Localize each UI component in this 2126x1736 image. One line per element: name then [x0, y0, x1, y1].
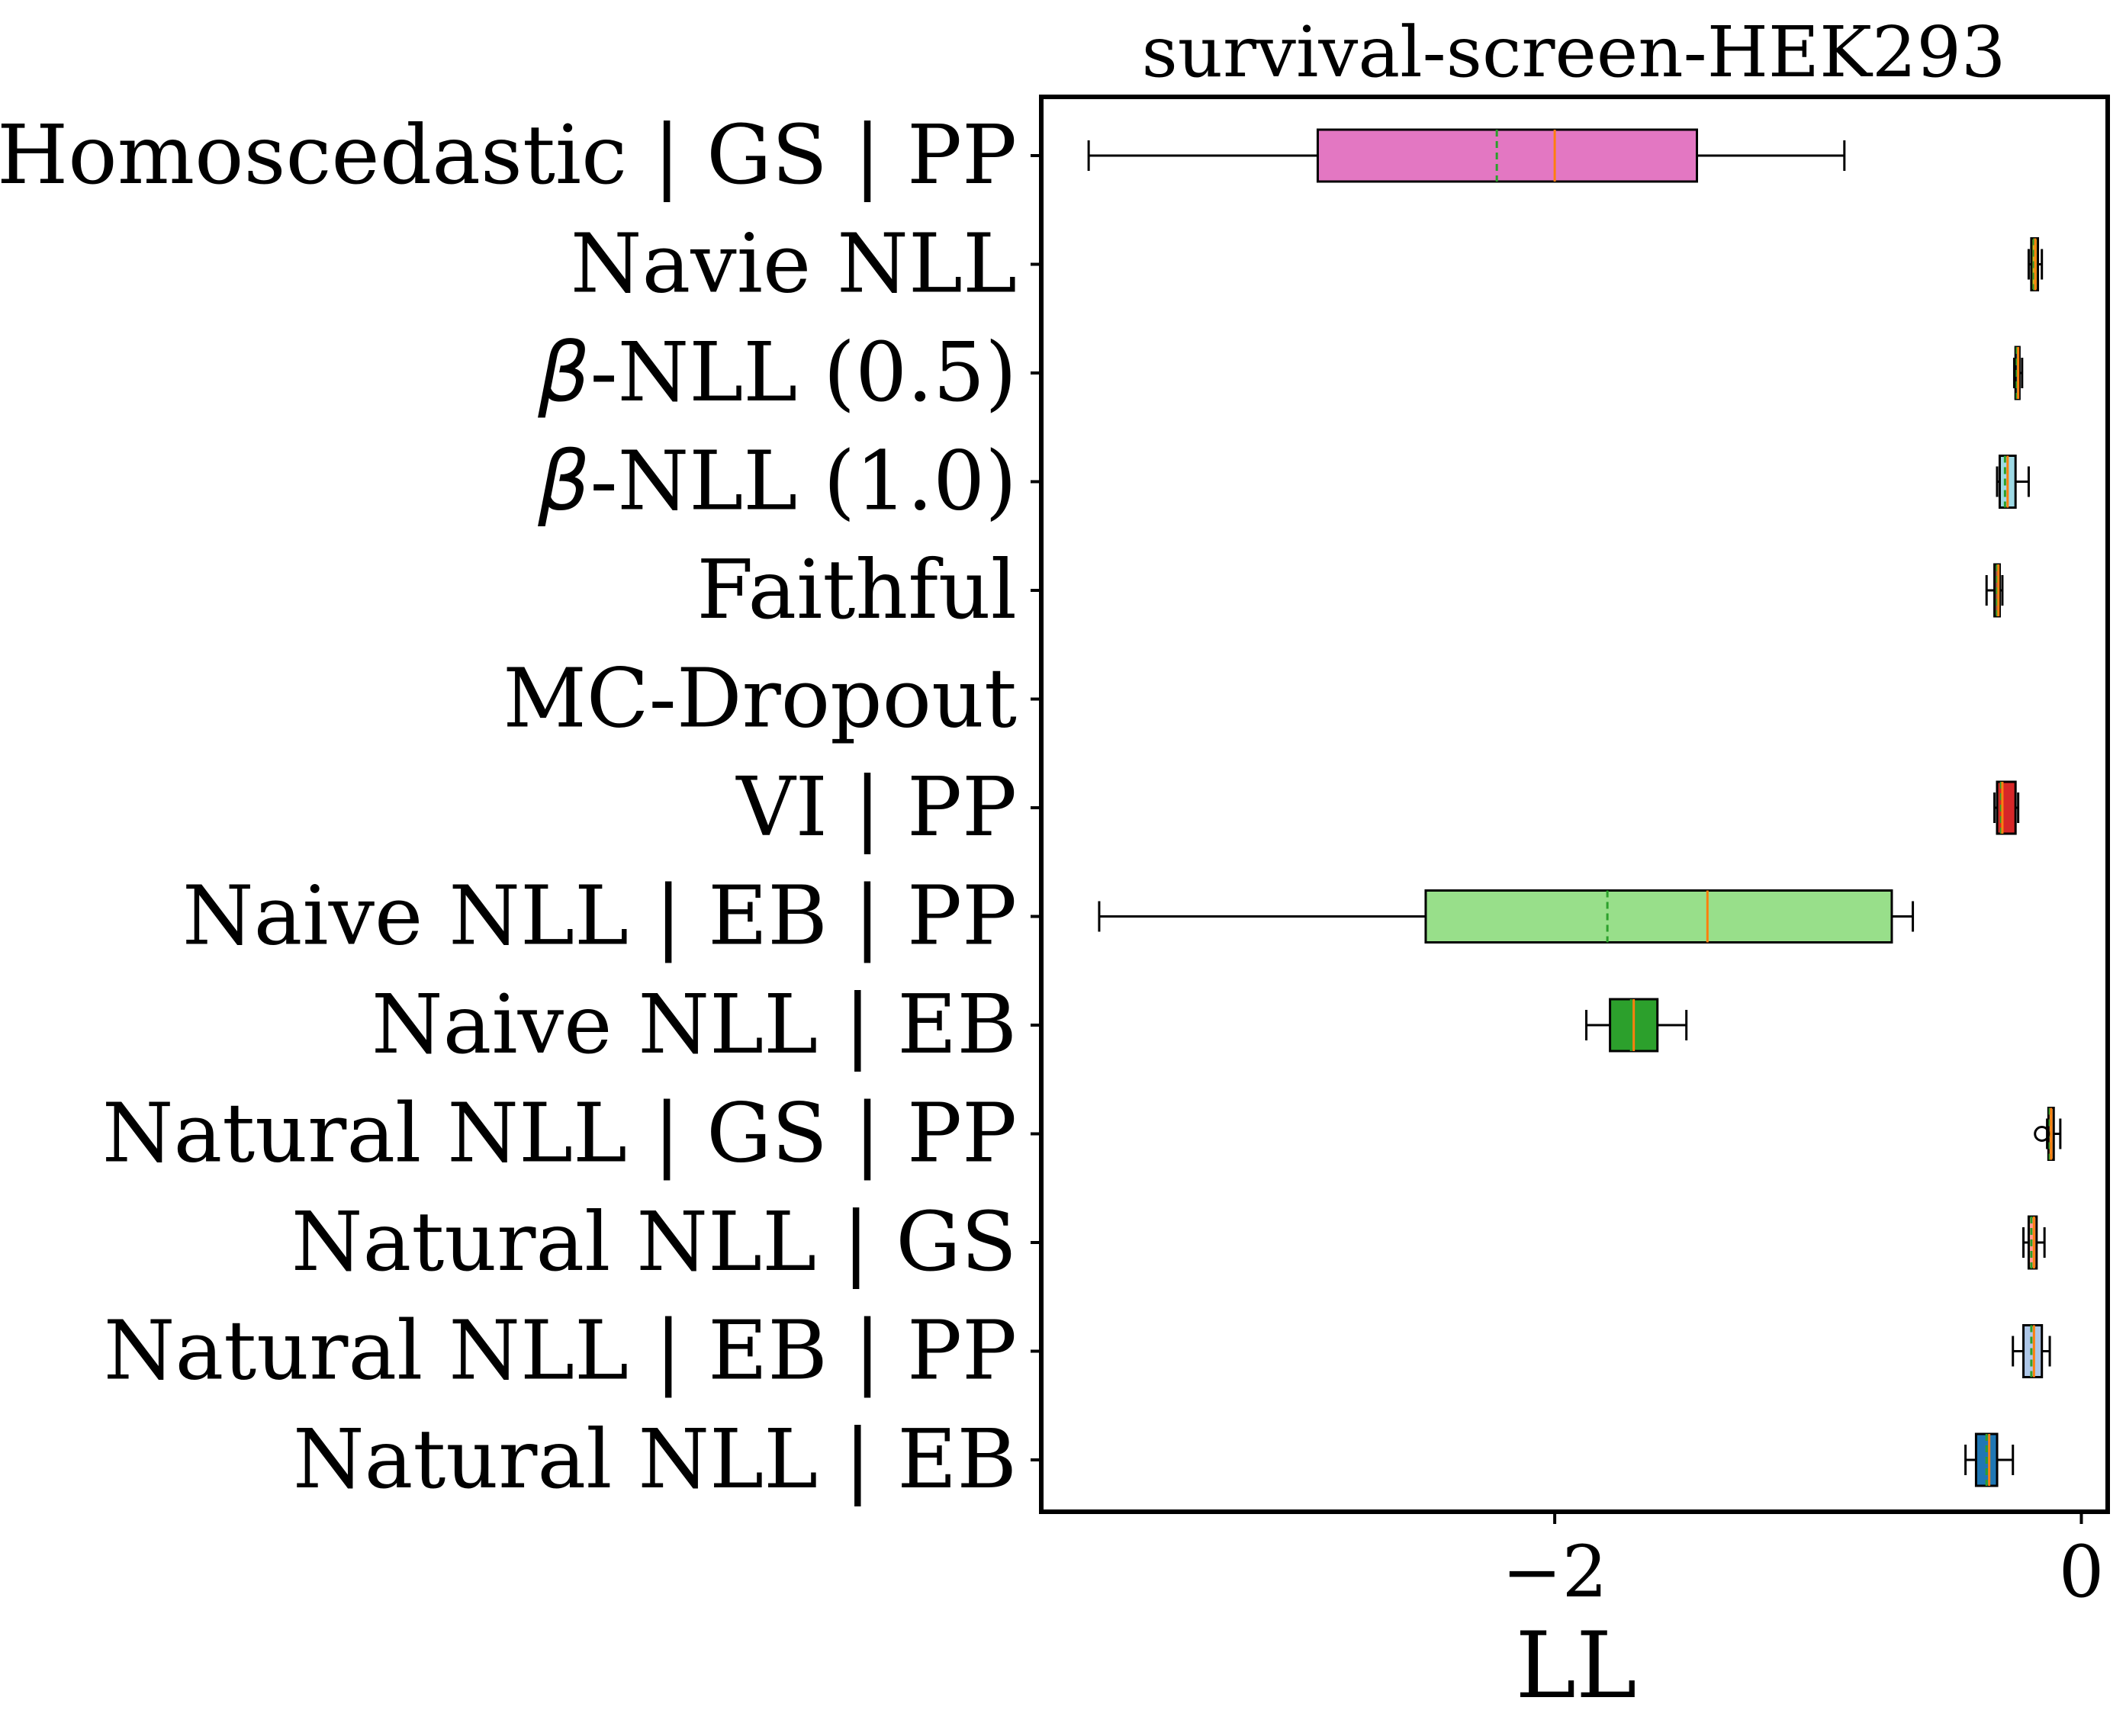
x-tick-label: −2: [1502, 1531, 1608, 1614]
plot-area: [1087, 128, 2062, 1487]
plot-frame: [1039, 95, 2110, 1514]
outlier-point: [2034, 1126, 2050, 1142]
box-plot-item: [1985, 563, 2004, 618]
y-tick-label: MC-Dropout: [503, 652, 1017, 747]
box-plot-item: [1993, 780, 2020, 835]
y-tick-label: Navie NLL: [571, 217, 1017, 312]
box: [1996, 780, 2017, 835]
y-tick-label: β-NLL (1.0): [537, 435, 1017, 529]
box-plot-item: [2012, 1324, 2051, 1378]
box: [1424, 889, 1893, 944]
box: [1316, 128, 1699, 183]
y-tick-label: Natural NLL | EB | PP: [104, 1304, 1017, 1399]
box-plot-item: [2027, 237, 2044, 291]
x-tick-label: 0: [2059, 1531, 2105, 1614]
box-plot-item: [1585, 998, 1688, 1053]
box-plot-item: [2012, 346, 2024, 400]
y-tick-label: β-NLL (0.5): [537, 326, 1017, 420]
box-plot-item: [1996, 455, 2030, 509]
box-plot-item: [2034, 1107, 2062, 1161]
y-tick-label: Natural NLL | GS: [291, 1195, 1017, 1290]
box: [2022, 1324, 2044, 1378]
box-plot-item: [1098, 889, 1915, 944]
y-tick-label: Naive NLL | EB: [371, 978, 1017, 1072]
box-plot-item: [1087, 128, 1846, 183]
chart-title: survival-screen-HEK293: [1142, 11, 2006, 93]
box: [2027, 1215, 2038, 1270]
y-tick-label: VI | PP: [735, 760, 1017, 855]
y-tick-label: Naive NLL | EB | PP: [182, 870, 1017, 964]
y-tick-label: Homoscedastic | GS | PP: [0, 108, 1017, 203]
y-tick-label: Faithful: [696, 543, 1017, 638]
x-axis-label: LL: [1515, 1613, 1636, 1719]
y-tick-label: Natural NLL | GS | PP: [102, 1087, 1017, 1181]
box-plot-item: [2022, 1215, 2046, 1270]
y-tick-label: Natural NLL | EB: [293, 1413, 1017, 1507]
box-plot-item: [1964, 1432, 2015, 1487]
axes: Homoscedastic | GS | PP Navie NLL β-NLL (0…: [0, 108, 2104, 1614]
